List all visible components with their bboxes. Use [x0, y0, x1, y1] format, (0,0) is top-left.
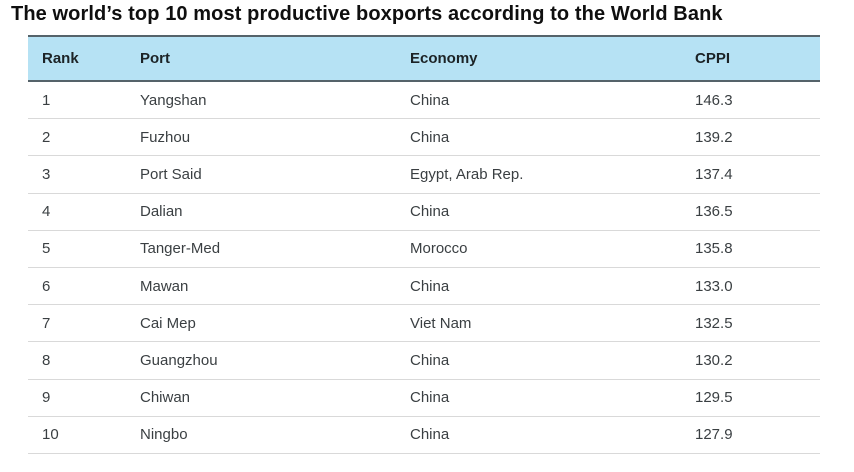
cell-rank: 9 — [42, 389, 51, 407]
table-row: 1 Yangshan China 146.3 — [28, 82, 820, 120]
header-cppi: CPPI — [695, 50, 731, 67]
cell-economy: Egypt, Arab Rep. — [410, 165, 524, 183]
cell-port: Cai Mep — [140, 314, 196, 332]
header-rank: Rank — [42, 50, 79, 67]
cell-cppi: 137.4 — [695, 165, 733, 183]
cell-rank: 3 — [42, 165, 51, 183]
cell-economy: Viet Nam — [410, 314, 472, 332]
cell-rank: 6 — [42, 277, 51, 295]
cell-cppi: 133.0 — [695, 277, 733, 295]
cell-economy: China — [410, 389, 450, 407]
table-row: 8 Guangzhou China 130.2 — [28, 342, 820, 380]
cell-rank: 1 — [42, 91, 51, 109]
cell-port: Tanger-Med — [140, 240, 221, 258]
cell-economy: China — [410, 91, 450, 109]
cell-economy: Morocco — [410, 240, 468, 258]
cell-rank: 7 — [42, 314, 51, 332]
cell-economy: China — [410, 351, 450, 369]
cell-economy: China — [410, 426, 450, 444]
cell-port: Mawan — [140, 277, 189, 295]
cell-port: Fuzhou — [140, 128, 191, 146]
cell-port: Chiwan — [140, 389, 191, 407]
page-title: The world’s top 10 most productive boxpo… — [11, 3, 723, 25]
table-header-row: Rank Port Economy CPPI — [28, 35, 820, 82]
table-body: 1 Yangshan China 146.3 2 Fuzhou China 13… — [28, 82, 820, 454]
cell-port: Guangzhou — [140, 351, 218, 369]
header-economy: Economy — [410, 50, 478, 67]
table-row: 5 Tanger-Med Morocco 135.8 — [28, 231, 820, 268]
cell-cppi: 136.5 — [695, 203, 733, 221]
boxports-table: Rank Port Economy CPPI 1 Yangshan China … — [28, 35, 820, 454]
table-row: 3 Port Said Egypt, Arab Rep. 137.4 — [28, 156, 820, 194]
table-row: 4 Dalian China 136.5 — [28, 194, 820, 231]
cell-economy: China — [410, 203, 450, 221]
cell-cppi: 127.9 — [695, 426, 733, 444]
cell-rank: 5 — [42, 240, 51, 258]
table-row: 10 Ningbo China 127.9 — [28, 417, 820, 454]
table-row: 2 Fuzhou China 139.2 — [28, 119, 820, 157]
cell-port: Yangshan — [140, 91, 207, 109]
cell-economy: China — [410, 128, 450, 146]
cell-rank: 8 — [42, 351, 51, 369]
cell-cppi: 135.8 — [695, 240, 733, 258]
cell-port: Ningbo — [140, 426, 188, 444]
cell-rank: 2 — [42, 128, 51, 146]
cell-port: Dalian — [140, 203, 183, 221]
table-row: 7 Cai Mep Viet Nam 132.5 — [28, 305, 820, 343]
table-row: 9 Chiwan China 129.5 — [28, 380, 820, 417]
cell-rank: 4 — [42, 203, 51, 221]
header-port: Port — [140, 50, 170, 67]
cell-cppi: 129.5 — [695, 389, 733, 407]
cell-cppi: 146.3 — [695, 91, 733, 109]
cell-cppi: 130.2 — [695, 351, 733, 369]
cell-cppi: 132.5 — [695, 314, 733, 332]
table-row: 6 Mawan China 133.0 — [28, 268, 820, 306]
cell-economy: China — [410, 277, 450, 295]
cell-cppi: 139.2 — [695, 128, 733, 146]
cell-rank: 10 — [42, 426, 59, 444]
cell-port: Port Said — [140, 165, 202, 183]
